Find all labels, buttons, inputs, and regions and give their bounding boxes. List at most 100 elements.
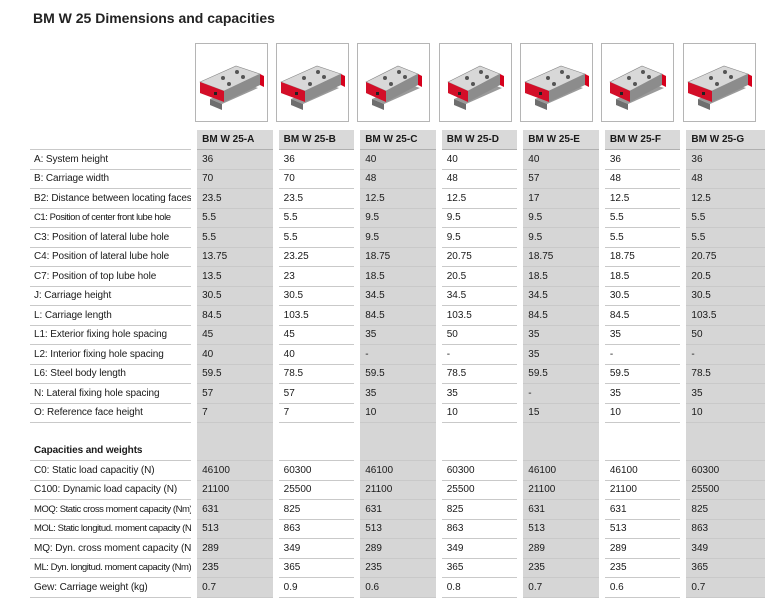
value-cell: 5.5 [680, 208, 765, 228]
value-cell: 34.5 [354, 286, 439, 306]
value-cell: 78.5 [680, 364, 765, 384]
value-cell: 30.5 [191, 286, 276, 306]
value-cell: 70 [272, 169, 358, 189]
table-row: MOQ: Static cross moment capacity (Nm) 63… [30, 499, 765, 520]
value-cell: 9.5 [517, 227, 602, 248]
value-cell: 40 [191, 344, 276, 365]
row-label: C100: Dynamic load capacity (N) [30, 480, 195, 500]
value-cell: 631 [191, 499, 276, 520]
row-label: O: Reference face height [30, 403, 195, 423]
value-cell: 59.5 [354, 364, 439, 384]
value-cell: 35 [354, 325, 439, 345]
empty-cell [354, 422, 439, 442]
value-cell: 5.5 [680, 227, 765, 248]
value-cell: 235 [598, 558, 684, 578]
value-cell: 5.5 [598, 208, 684, 228]
row-label: C1: Position of center front lube hole [30, 208, 195, 228]
value-cell: 20.5 [680, 266, 765, 287]
carriage-image [357, 43, 430, 122]
row-label: ML: Dyn. longitud. moment capacity (Nm) [30, 558, 195, 578]
value-cell: 365 [272, 558, 358, 578]
row-label: J: Carriage height [30, 286, 195, 306]
model-header: BM W 25-D [435, 130, 521, 150]
value-cell: 57 [272, 383, 358, 404]
row-label: MQ: Dyn. cross moment capacity (Nm) [30, 538, 195, 559]
value-cell: 84.5 [598, 305, 684, 326]
value-cell: 13.75 [191, 247, 276, 267]
value-cell: 631 [598, 499, 684, 520]
value-cell: 12.5 [354, 188, 439, 209]
value-cell: 235 [191, 558, 276, 578]
empty-cell [680, 441, 765, 461]
value-cell: 60300 [272, 460, 358, 481]
value-cell: 50 [680, 325, 765, 345]
value-cell: 513 [191, 519, 276, 539]
value-cell: 45 [191, 325, 276, 345]
table-row: ML: Dyn. longitud. moment capacity (Nm) 2… [30, 558, 765, 578]
value-cell: 365 [435, 558, 521, 578]
value-cell: 48 [680, 169, 765, 189]
empty-cell [517, 441, 602, 461]
value-cell: 513 [517, 519, 602, 539]
value-cell: 10 [680, 403, 765, 423]
empty-cell [272, 422, 358, 442]
table-row: L1: Exterior fixing hole spacing 45 45 35 50… [30, 325, 765, 345]
value-cell: 10 [435, 403, 521, 423]
value-cell: 35 [354, 383, 439, 404]
value-cell: 59.5 [517, 364, 602, 384]
value-cell: 50 [435, 325, 521, 345]
value-cell: 235 [517, 558, 602, 578]
value-cell: 46100 [354, 460, 439, 481]
empty-cell [191, 422, 276, 442]
value-cell: 59.5 [191, 364, 276, 384]
value-cell: 23.5 [272, 188, 358, 209]
value-cell: 36 [680, 149, 765, 170]
value-cell: 20.75 [435, 247, 521, 267]
carriage-image [683, 43, 756, 122]
carriage-image [520, 43, 593, 122]
model-header: BM W 25-C [354, 130, 439, 150]
value-cell: 5.5 [191, 208, 276, 228]
value-cell: 18.75 [517, 247, 602, 267]
empty-cell [598, 441, 684, 461]
empty-cell [680, 422, 765, 442]
value-cell: 9.5 [435, 227, 521, 248]
value-cell: 863 [272, 519, 358, 539]
value-cell: 35 [680, 383, 765, 404]
table-row: B: Carriage width 70 70 48 48 57 48 48 [30, 169, 765, 189]
value-cell: 103.5 [272, 305, 358, 326]
value-cell: 40 [354, 149, 439, 170]
value-cell: 12.5 [598, 188, 684, 209]
row-label: Gew: Carriage weight (kg) [30, 577, 195, 598]
value-cell: 48 [354, 169, 439, 189]
value-cell: 631 [517, 499, 602, 520]
value-cell: 57 [191, 383, 276, 404]
value-cell: 46100 [598, 460, 684, 481]
table-row: C0: Static load capacitiy (N) 46100 60300 4… [30, 460, 765, 481]
value-cell: 5.5 [272, 208, 358, 228]
value-cell: 57 [517, 169, 602, 189]
value-cell: 9.5 [517, 208, 602, 228]
empty-cell [272, 441, 358, 461]
table-row: C100: Dynamic load capacity (N) 21100 2550… [30, 480, 765, 500]
empty-cell [191, 441, 276, 461]
value-cell: 18.75 [598, 247, 684, 267]
value-cell: 34.5 [517, 286, 602, 306]
value-cell: 46100 [191, 460, 276, 481]
table-row: L2: Interior fixing hole spacing 40 40- -35… [30, 344, 765, 365]
row-label: C0: Static load capacitiy (N) [30, 460, 195, 481]
value-cell: 0.9 [272, 577, 358, 598]
value-cell: - [435, 344, 521, 365]
value-cell: 289 [517, 538, 602, 559]
product-images [195, 43, 765, 123]
value-cell: 23.5 [191, 188, 276, 209]
value-cell: 10 [354, 403, 439, 423]
header-spacer [30, 130, 195, 150]
value-cell: 36 [191, 149, 276, 170]
table-row: C1: Position of center front lube hole 5.… [30, 208, 765, 228]
row-label: MOL: Static longitud. moment capacity (N… [30, 519, 195, 539]
value-cell: - [517, 383, 602, 404]
value-cell: 13.5 [191, 266, 276, 287]
value-cell: 349 [272, 538, 358, 559]
row-label: L1: Exterior fixing hole spacing [30, 325, 195, 345]
